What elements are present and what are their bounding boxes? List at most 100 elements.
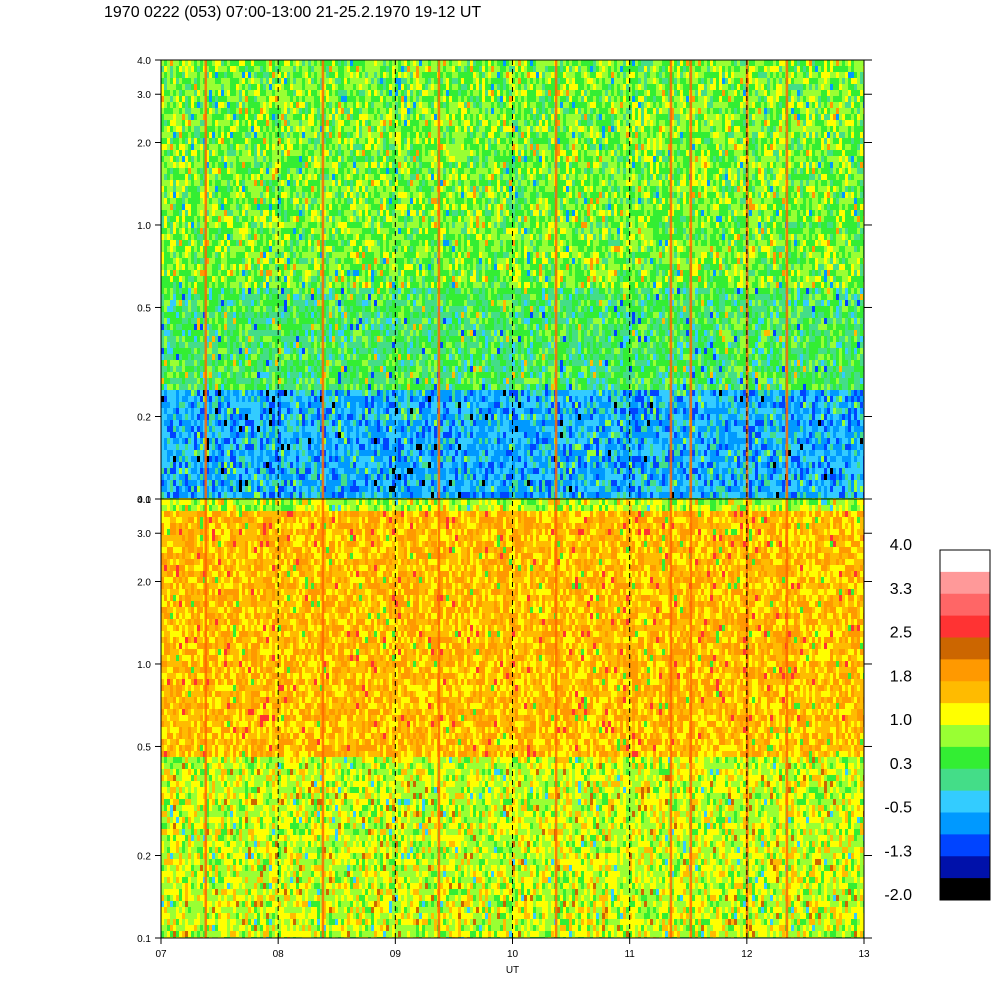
- heatmap-cell: [779, 72, 782, 78]
- heatmap-cell: [587, 168, 590, 174]
- heatmap-cell: [572, 90, 575, 96]
- heatmap-cell: [728, 72, 731, 78]
- heatmap-cell: [725, 180, 728, 186]
- heatmap-cell: [842, 114, 845, 120]
- heatmap-cell: [842, 144, 845, 150]
- heatmap-cell: [398, 162, 401, 168]
- heatmap-cell: [380, 66, 383, 72]
- heatmap-cell: [743, 66, 746, 72]
- heatmap-cell: [590, 60, 593, 66]
- heatmap-cell: [833, 174, 836, 180]
- heatmap-cell: [656, 120, 659, 126]
- heatmap-cell: [413, 162, 416, 168]
- heatmap-cell: [443, 90, 446, 96]
- heatmap-cell: [179, 132, 182, 138]
- heatmap-cell: [845, 114, 848, 120]
- heatmap-cell: [662, 156, 665, 162]
- heatmap-cell: [695, 78, 698, 84]
- heatmap-cell: [263, 66, 266, 72]
- heatmap-cell: [362, 108, 365, 114]
- heatmap-cell: [557, 84, 560, 90]
- heatmap-cell: [701, 144, 704, 150]
- heatmap-cell: [467, 120, 470, 126]
- heatmap-cell: [167, 90, 170, 96]
- heatmap-cell: [257, 66, 260, 72]
- heatmap-cell: [503, 156, 506, 162]
- heatmap-cell: [263, 150, 266, 156]
- heatmap-cell: [782, 90, 785, 96]
- heatmap-cell: [566, 162, 569, 168]
- heatmap-cell: [272, 150, 275, 156]
- heatmap-cell: [446, 108, 449, 114]
- heatmap-cell: [686, 174, 689, 180]
- heatmap-cell: [707, 126, 710, 132]
- heatmap-cell: [650, 168, 653, 174]
- heatmap-cell: [368, 60, 371, 66]
- heatmap-cell: [458, 126, 461, 132]
- heatmap-cell: [326, 78, 329, 84]
- heatmap-cell: [845, 132, 848, 138]
- heatmap-cell: [752, 60, 755, 66]
- heatmap-cell: [686, 138, 689, 144]
- heatmap-cell: [569, 114, 572, 120]
- heatmap-cell: [386, 174, 389, 180]
- heatmap-cell: [461, 150, 464, 156]
- heatmap-cell: [344, 102, 347, 108]
- heatmap-cell: [461, 132, 464, 138]
- heatmap-cell: [491, 84, 494, 90]
- heatmap-cell: [281, 72, 284, 78]
- heatmap-cell: [410, 138, 413, 144]
- heatmap-cell: [626, 72, 629, 78]
- heatmap-cell: [473, 66, 476, 72]
- heatmap-cell: [347, 60, 350, 66]
- heatmap-cell: [656, 174, 659, 180]
- heatmap-cell: [407, 180, 410, 186]
- heatmap-cell: [479, 126, 482, 132]
- heatmap-cell: [338, 180, 341, 186]
- heatmap-cell: [599, 96, 602, 102]
- heatmap-cell: [422, 96, 425, 102]
- heatmap-cell: [338, 138, 341, 144]
- heatmap-cell: [536, 90, 539, 96]
- heatmap-cell: [191, 102, 194, 108]
- heatmap-cell: [782, 180, 785, 186]
- heatmap-cell: [488, 138, 491, 144]
- heatmap-cell: [701, 156, 704, 162]
- heatmap-cell: [353, 72, 356, 78]
- heatmap-cell: [557, 144, 560, 150]
- heatmap-cell: [245, 84, 248, 90]
- heatmap-cell: [812, 150, 815, 156]
- heatmap-cell: [524, 156, 527, 162]
- heatmap-cell: [188, 78, 191, 84]
- heatmap-cell: [851, 66, 854, 72]
- heatmap-cell: [434, 174, 437, 180]
- heatmap-cell: [641, 90, 644, 96]
- heatmap-cell: [251, 150, 254, 156]
- heatmap-cell: [431, 162, 434, 168]
- heatmap-cell: [716, 174, 719, 180]
- heatmap-cell: [656, 84, 659, 90]
- heatmap-cell: [599, 150, 602, 156]
- heatmap-cell: [701, 108, 704, 114]
- heatmap-cell: [539, 162, 542, 168]
- heatmap-cell: [176, 66, 179, 72]
- heatmap-cell: [392, 84, 395, 90]
- heatmap-cell: [296, 84, 299, 90]
- heatmap-cell: [578, 78, 581, 84]
- heatmap-cell: [737, 90, 740, 96]
- heatmap-cell: [446, 132, 449, 138]
- heatmap-cell: [797, 132, 800, 138]
- heatmap-cell: [857, 108, 860, 114]
- heatmap-cell: [602, 90, 605, 96]
- heatmap-cell: [572, 96, 575, 102]
- heatmap-cell: [266, 108, 269, 114]
- heatmap-cell: [239, 90, 242, 96]
- heatmap-cell: [380, 72, 383, 78]
- heatmap-cell: [650, 174, 653, 180]
- heatmap-cell: [425, 162, 428, 168]
- heatmap-cell: [590, 132, 593, 138]
- heatmap-cell: [167, 84, 170, 90]
- heatmap-cell: [551, 120, 554, 126]
- heatmap-cell: [542, 96, 545, 102]
- heatmap-cell: [722, 96, 725, 102]
